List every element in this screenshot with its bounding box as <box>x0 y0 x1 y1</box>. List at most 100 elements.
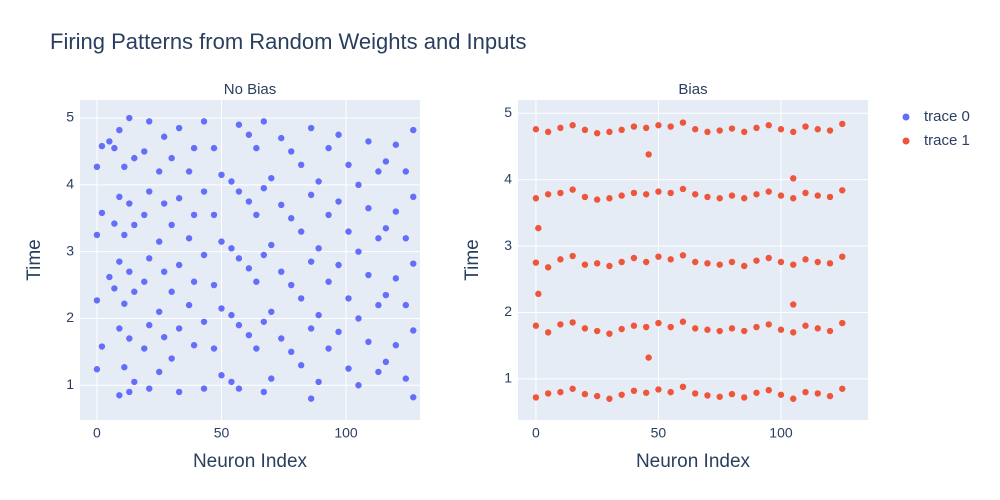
point <box>218 238 225 245</box>
point <box>253 278 260 285</box>
point <box>175 388 183 396</box>
point <box>253 144 260 152</box>
point <box>839 120 846 128</box>
point <box>532 322 540 329</box>
point <box>814 126 821 133</box>
point <box>645 151 652 158</box>
point <box>741 195 748 202</box>
point <box>98 142 106 150</box>
point <box>116 126 123 134</box>
point <box>190 341 198 349</box>
x-tick-label: 0 <box>532 425 540 441</box>
y-tick-label: 5 <box>504 104 512 120</box>
point <box>156 168 163 175</box>
point <box>667 256 674 263</box>
point <box>728 192 736 199</box>
point <box>168 154 175 162</box>
y-tick-label: 3 <box>66 242 74 258</box>
point <box>116 325 123 332</box>
point <box>315 245 322 252</box>
point <box>260 184 268 192</box>
y-tick-label: 1 <box>66 376 74 392</box>
point <box>716 127 723 134</box>
point <box>260 251 268 259</box>
point <box>410 193 417 201</box>
point <box>116 258 123 265</box>
point <box>839 319 846 327</box>
point <box>190 278 198 285</box>
point <box>802 256 809 263</box>
point <box>365 138 372 145</box>
point <box>141 148 148 155</box>
point <box>235 121 243 128</box>
x-axis-title: Neuron Index <box>193 451 308 472</box>
point <box>160 133 168 140</box>
point <box>777 258 785 266</box>
x-tick-label: 100 <box>334 425 358 441</box>
point <box>131 288 138 295</box>
point <box>146 321 153 329</box>
point <box>345 295 352 302</box>
point <box>392 341 400 349</box>
point <box>581 261 589 268</box>
point <box>210 281 218 289</box>
point <box>790 261 797 268</box>
point <box>392 275 400 282</box>
point <box>655 188 662 195</box>
point <box>765 386 772 394</box>
point <box>581 126 589 134</box>
point <box>532 259 540 266</box>
point <box>210 211 218 219</box>
point <box>307 124 315 132</box>
point <box>392 208 400 215</box>
point <box>126 388 133 396</box>
point <box>335 131 342 138</box>
point <box>260 318 268 325</box>
point <box>93 366 101 373</box>
point <box>569 122 576 129</box>
point <box>655 319 662 327</box>
legend-label: trace 0 <box>924 108 970 125</box>
point <box>288 215 295 222</box>
point <box>245 198 253 205</box>
point <box>741 394 748 401</box>
point <box>535 290 542 298</box>
point <box>228 245 235 252</box>
point <box>156 308 163 315</box>
point <box>606 128 613 136</box>
point <box>410 394 417 401</box>
point <box>345 365 352 372</box>
point <box>288 348 295 356</box>
point <box>839 385 846 392</box>
point <box>753 389 760 396</box>
point <box>765 188 772 195</box>
point <box>765 122 772 129</box>
point <box>200 188 208 195</box>
point <box>814 258 821 266</box>
y-tick-label: 4 <box>504 170 512 186</box>
point <box>168 288 175 295</box>
point <box>593 260 601 267</box>
point <box>365 338 372 346</box>
y-tick-label: 1 <box>504 370 512 386</box>
point <box>335 198 342 205</box>
point <box>802 388 809 396</box>
point <box>111 285 118 292</box>
point <box>716 393 723 400</box>
point <box>532 126 540 133</box>
chart-title: Firing Patterns from Random Weights and … <box>50 29 526 54</box>
point <box>335 328 342 336</box>
point <box>692 325 699 332</box>
point <box>375 235 382 242</box>
point <box>630 254 638 262</box>
point <box>325 144 332 152</box>
point <box>325 345 332 352</box>
point <box>606 395 613 402</box>
point <box>355 248 362 255</box>
point <box>288 148 295 155</box>
point <box>535 224 542 232</box>
point <box>121 163 128 171</box>
point <box>790 128 797 136</box>
point <box>790 175 797 182</box>
point <box>618 391 625 398</box>
